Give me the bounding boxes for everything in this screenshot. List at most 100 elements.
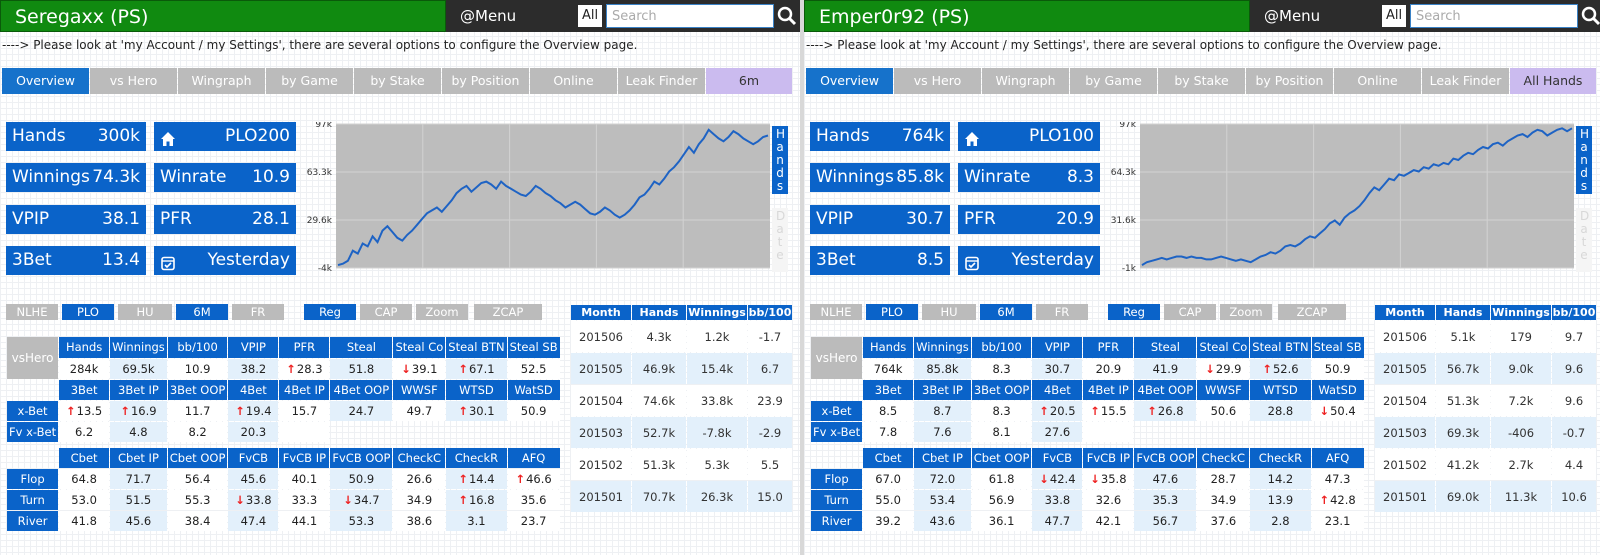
cell-text: 10.6 — [1561, 489, 1587, 504]
cell-text: 201504 — [579, 393, 623, 408]
filter-zoom[interactable]: Zoom — [416, 304, 468, 320]
table-row[interactable]: 201503 69.3k -406 -0.7 — [1375, 417, 1596, 448]
column-header: Steal SB — [1311, 337, 1364, 358]
column-header: VPIP — [1032, 337, 1083, 358]
filter-zcap[interactable]: ZCAP — [1278, 304, 1346, 320]
table-row[interactable]: 201503 52.7k -7.8k -2.9 — [571, 417, 792, 448]
cell-text: FvCB — [1042, 451, 1073, 465]
tab-by-game[interactable]: by Game — [1070, 68, 1157, 94]
cell-text: River — [821, 514, 852, 528]
filter-6m[interactable]: 6M — [980, 304, 1032, 320]
stat-cell: 56.7 — [1134, 511, 1197, 531]
filter-cap[interactable]: CAP — [360, 304, 412, 320]
table-row[interactable]: 201505 56.7k 9.0k 9.6 — [1375, 353, 1596, 384]
cell-text: 6.7 — [760, 361, 780, 376]
date-axis-toggle[interactable]: Date — [772, 208, 788, 272]
filter-zcap[interactable]: ZCAP — [474, 304, 542, 320]
search-input[interactable] — [606, 4, 774, 28]
empty-cell — [279, 422, 330, 442]
monthly-cell: 179 — [1491, 321, 1551, 352]
stat-cell: ↑46.6 — [507, 469, 560, 489]
table-row[interactable]: 201505 46.9k 15.4k 6.7 — [571, 353, 792, 384]
filter-cap[interactable]: CAP — [1164, 304, 1216, 320]
column-header: 3Bet — [59, 380, 110, 400]
filter-nlhe[interactable]: NLHE — [810, 304, 862, 320]
monthly-cell: 201506 — [571, 321, 631, 352]
search-scope-all[interactable]: All — [1382, 5, 1406, 27]
search-input[interactable] — [1410, 4, 1578, 28]
cell-text: 33.8 — [245, 493, 272, 507]
tab-by-game[interactable]: by Game — [266, 68, 353, 94]
cell-text: Month — [1385, 306, 1425, 319]
filter-zoom[interactable]: Zoom — [1220, 304, 1272, 320]
cell-text: 26.3k — [700, 489, 734, 504]
tab-by-stake[interactable]: by Stake — [354, 68, 441, 94]
tab-wingraph[interactable]: Wingraph — [982, 68, 1069, 94]
cell-text: 26.8 — [1157, 404, 1184, 418]
search-scope-all[interactable]: All — [578, 5, 602, 27]
filter-6m[interactable]: 6M — [176, 304, 228, 320]
filter-nlhe[interactable]: NLHE — [6, 304, 58, 320]
table-row[interactable]: 201502 41.2k 2.7k 4.4 — [1375, 449, 1596, 480]
tab-leak-finder[interactable]: Leak Finder — [618, 68, 705, 94]
table-row[interactable]: 201501 69.0k 11.3k 10.6 — [1375, 481, 1596, 512]
tab-overview[interactable]: Overview — [2, 68, 89, 94]
stat-cell: 50.6 — [1197, 401, 1250, 421]
tab-by-position[interactable]: by Position — [1246, 68, 1333, 94]
search-icon[interactable] — [776, 5, 798, 27]
table-row[interactable]: 201504 51.3k 7.2k 9.6 — [1375, 385, 1596, 416]
filter-plo[interactable]: PLO — [866, 304, 918, 320]
menu-button[interactable]: @Menu — [460, 7, 517, 25]
cell-text: 179 — [1510, 329, 1532, 344]
stat-cell: 52.5 — [507, 358, 560, 379]
search-icon[interactable] — [1580, 5, 1600, 27]
cell-text: 14.4 — [468, 472, 495, 486]
tab-online[interactable]: Online — [1334, 68, 1421, 94]
filter-fr[interactable]: FR — [232, 304, 284, 320]
filter-hu[interactable]: HU — [922, 304, 976, 320]
column-header: AFQ — [507, 448, 560, 468]
date-axis-toggle[interactable]: Date — [1576, 208, 1592, 272]
arrow-up-icon: ↑ — [458, 493, 468, 507]
hands-axis-toggle[interactable]: Hands — [772, 126, 788, 194]
cell-text: Steal — [346, 340, 376, 355]
table-row[interactable]: 201506 4.3k 1.2k -1.7 — [571, 321, 792, 352]
stat-winrate: Winrate 10.9 — [154, 163, 296, 192]
hands-axis-toggle[interactable]: Hands — [1576, 126, 1592, 194]
cell-text: 34.9 — [406, 493, 433, 507]
tab-vs-hero[interactable]: vs Hero — [90, 68, 177, 94]
cell-text: 64.8 — [71, 472, 97, 486]
cell-text: 56.7k — [1446, 361, 1480, 376]
column-header: WWSF — [1197, 380, 1250, 400]
table-row[interactable]: 201501 70.7k 26.3k 15.0 — [571, 481, 792, 512]
tab-online[interactable]: Online — [530, 68, 617, 94]
monthly-cell: 201501 — [571, 481, 631, 512]
cell-text: 32.6 — [1095, 493, 1122, 507]
cell-text: Hands — [65, 340, 103, 355]
row-label-flop: Flop — [811, 469, 863, 489]
cell-text: 41.2k — [1446, 457, 1480, 472]
tab-wingraph[interactable]: Wingraph — [178, 68, 265, 94]
filter-reg[interactable]: Reg — [304, 304, 356, 320]
tab-by-stake[interactable]: by Stake — [1158, 68, 1245, 94]
table-row[interactable]: 201504 74.6k 33.8k 23.9 — [571, 385, 792, 416]
filter-fr[interactable]: FR — [1036, 304, 1088, 320]
tab-overview[interactable]: Overview — [806, 68, 893, 94]
cell-text: Cbet OOP — [973, 451, 1030, 465]
tab-period[interactable]: 6m — [706, 68, 792, 94]
tab-vs-hero[interactable]: vs Hero — [894, 68, 981, 94]
filter-reg[interactable]: Reg — [1108, 304, 1160, 320]
cell-text: 8.2 — [188, 425, 207, 439]
filter-hu[interactable]: HU — [118, 304, 172, 320]
tab-by-position[interactable]: by Position — [442, 68, 529, 94]
stat-cell: 47.3 — [1311, 469, 1364, 489]
arrow-down-icon: ↓ — [235, 493, 245, 507]
y-tick-label: 97k — [1119, 122, 1136, 130]
tab-leak-finder[interactable]: Leak Finder — [1422, 68, 1509, 94]
stat-cell: 50.9 — [1311, 358, 1364, 379]
table-row[interactable]: 201502 51.3k 5.3k 5.5 — [571, 449, 792, 480]
menu-button[interactable]: @Menu — [1264, 7, 1321, 25]
table-row[interactable]: 201506 5.1k 179 9.7 — [1375, 321, 1596, 352]
filter-plo[interactable]: PLO — [62, 304, 114, 320]
tab-period[interactable]: All Hands — [1510, 68, 1596, 94]
